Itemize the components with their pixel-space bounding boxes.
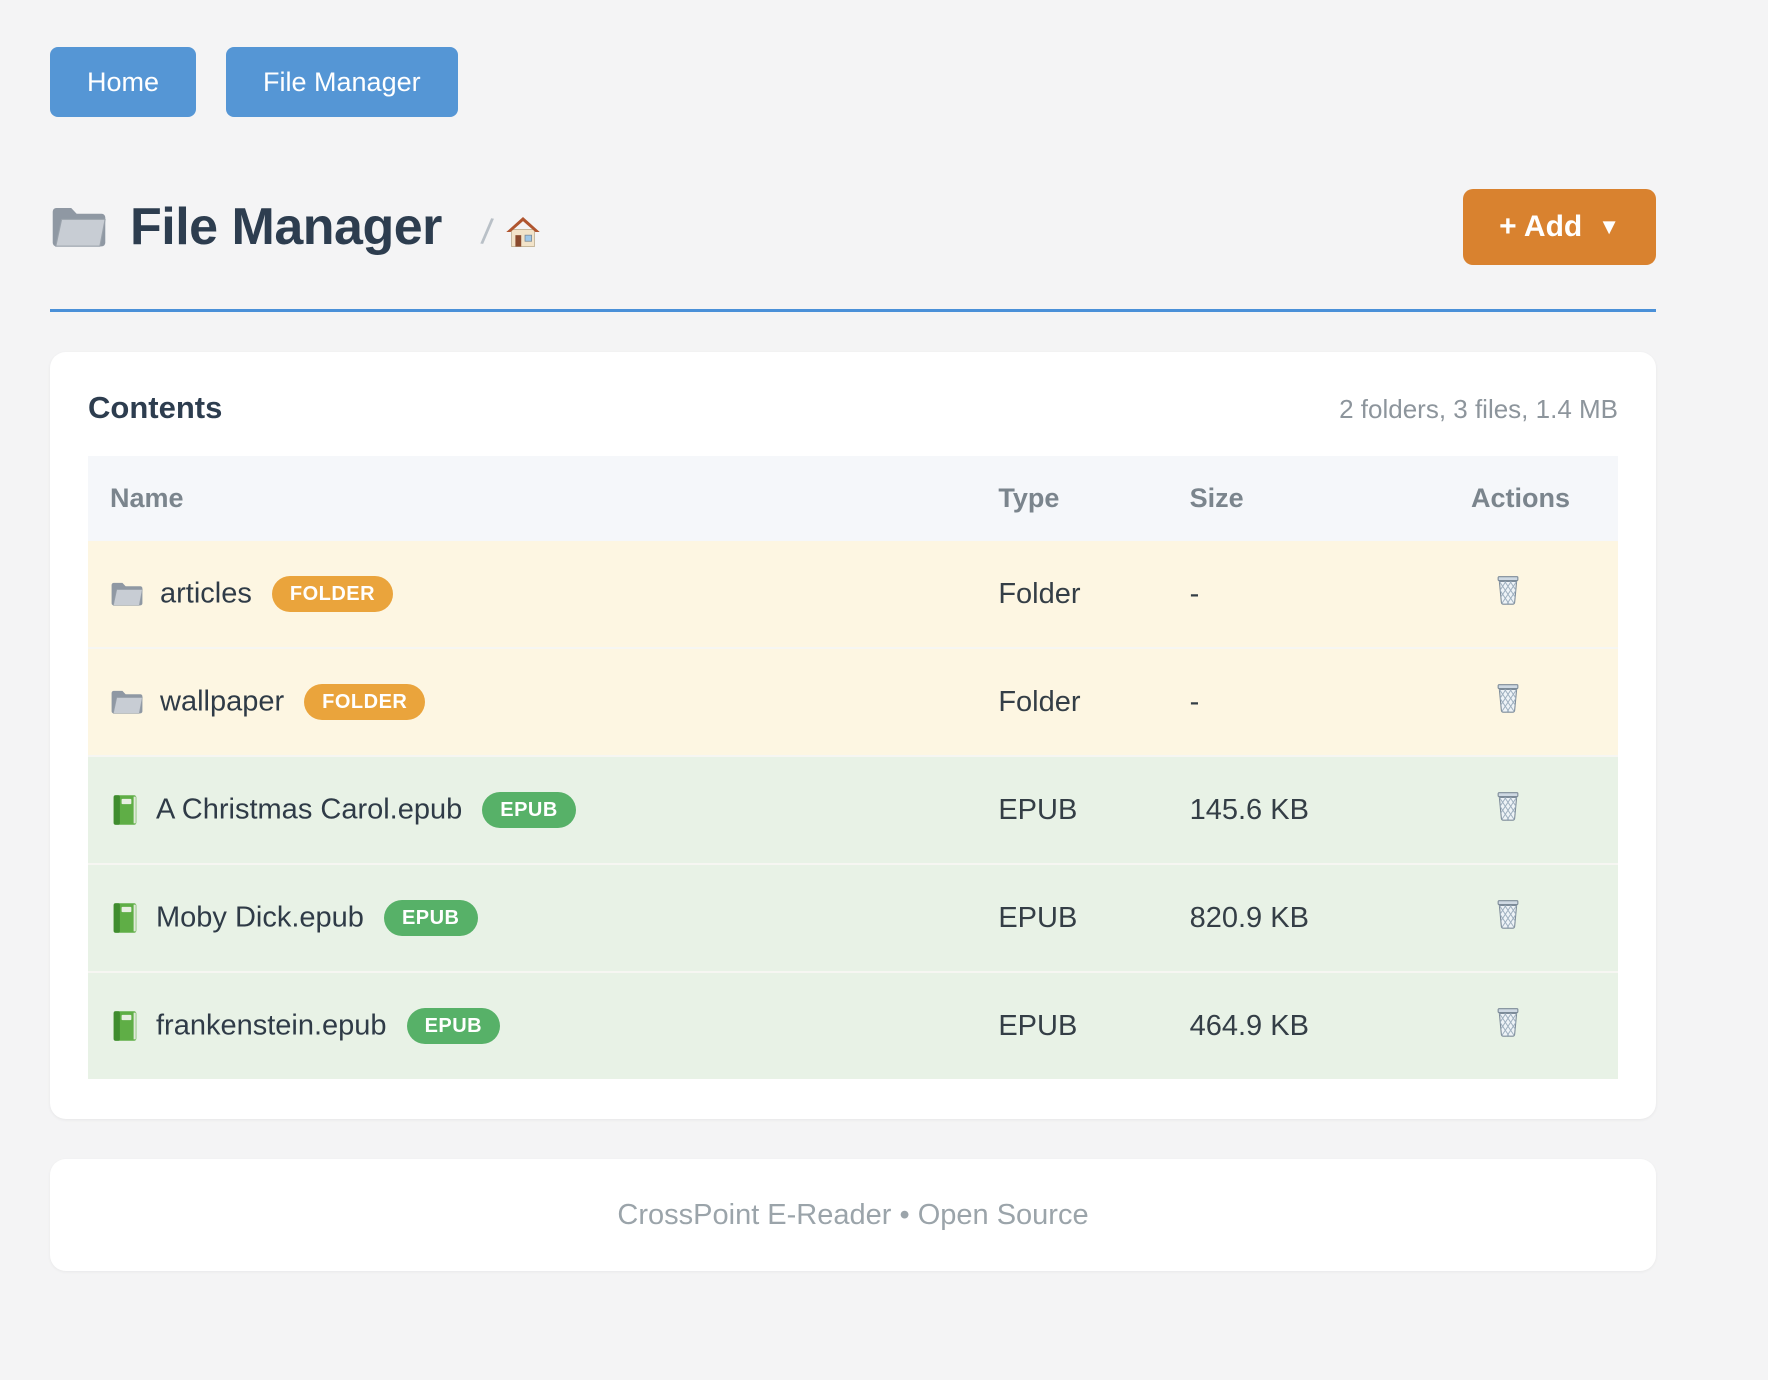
title-row: File Manager / + Add ▼ [50,189,1656,266]
folder-icon [110,688,144,716]
delete-button[interactable] [1493,1006,1523,1038]
trash-icon [1493,898,1523,930]
contents-table: Name Type Size Actions articles FOLDER Fol… [88,456,1618,1080]
page: Home File Manager File Manager / + Add ▼… [50,0,1656,1272]
file-name[interactable]: frankenstein.epub [156,1009,387,1042]
actions-cell [1464,863,1618,973]
trash-icon [1493,574,1523,606]
size-cell: 145.6 KB [1189,755,1465,865]
type-cell: Folder [998,577,1081,610]
type-badge: FOLDER [304,684,426,721]
table-row: Moby Dick.epub EPUB EPUB 820.9 KB [88,863,1618,973]
title-divider [50,309,1656,313]
type-badge: EPUB [406,1008,501,1045]
table-row: frankenstein.epub EPUB EPUB 464.9 KB [88,971,1618,1080]
contents-header: Contents 2 folders, 3 files, 1.4 MB [88,390,1618,426]
footer: CrossPoint E-Reader • Open Source [50,1159,1656,1272]
delete-button[interactable] [1493,898,1523,930]
actions-cell [1464,971,1618,1080]
size-cell: 820.9 KB [1189,863,1465,973]
file-name[interactable]: A Christmas Carol.epub [156,793,463,826]
type-badge: EPUB [482,792,576,829]
delete-button[interactable] [1493,574,1523,606]
contents-card: Contents 2 folders, 3 files, 1.4 MB Name… [50,352,1656,1120]
size-cell: 464.9 KB [1189,971,1465,1080]
column-header-type: Type [998,483,1060,514]
trash-icon [1493,790,1523,822]
nav-file-manager-button[interactable]: File Manager [226,47,458,118]
actions-cell [1465,541,1618,648]
footer-text: CrossPoint E-Reader • Open Source [617,1198,1089,1231]
add-button-label: + Add [1499,210,1583,244]
top-nav: Home File Manager [50,0,1656,118]
actions-cell [1464,647,1618,757]
home-icon[interactable] [504,213,542,251]
nav-home-button[interactable]: Home [50,47,197,118]
table-row: wallpaper FOLDER Folder - [88,647,1618,757]
name-cell: A Christmas Carol.epub EPUB [88,755,999,865]
type-cell: EPUB [998,755,1190,865]
contents-table-body: articles FOLDER Folder - wallpaper FOLDER Fold… [88,541,1618,1080]
column-header-name: Name [110,483,184,514]
actions-cell [1464,755,1618,865]
chevron-down-icon: ▼ [1598,214,1620,240]
book-icon [110,901,140,935]
title-group: File Manager / [50,197,542,257]
table-header: Name Type Size Actions [88,456,1618,542]
type-badge: FOLDER [271,576,394,613]
contents-summary: 2 folders, 3 files, 1.4 MB [1339,394,1618,425]
delete-button[interactable] [1493,682,1523,714]
contents-title: Contents [88,390,223,426]
type-badge: EPUB [383,900,478,937]
name-cell: wallpaper FOLDER [88,647,999,757]
name-cell: Moby Dick.epub EPUB [88,863,999,973]
file-name[interactable]: Moby Dick.epub [156,901,364,934]
delete-button[interactable] [1493,790,1523,822]
name-cell: articles FOLDER [88,541,998,648]
page-title: File Manager [130,198,442,257]
column-header-actions: Actions [1470,483,1570,514]
size-cell: - [1189,577,1200,610]
type-cell: EPUB [998,863,1190,973]
add-button[interactable]: + Add ▼ [1463,189,1656,266]
book-icon [110,793,140,827]
folder-icon [110,580,144,608]
file-name[interactable]: wallpaper [160,685,285,718]
breadcrumb: / [479,210,542,253]
column-header-size: Size [1189,483,1244,514]
trash-icon [1493,1006,1523,1038]
breadcrumb-separator: / [479,210,495,253]
table-row: articles FOLDER Folder - [88,541,1618,649]
size-cell: - [1189,647,1465,757]
book-icon [110,1009,140,1043]
trash-icon [1493,682,1523,714]
name-cell: frankenstein.epub EPUB [88,971,999,1080]
file-name[interactable]: articles [160,577,252,610]
type-cell: Folder [998,647,1190,757]
folder-icon [50,203,108,251]
table-row: A Christmas Carol.epub EPUB EPUB 145.6 KB [88,755,1618,865]
type-cell: EPUB [998,971,1190,1080]
